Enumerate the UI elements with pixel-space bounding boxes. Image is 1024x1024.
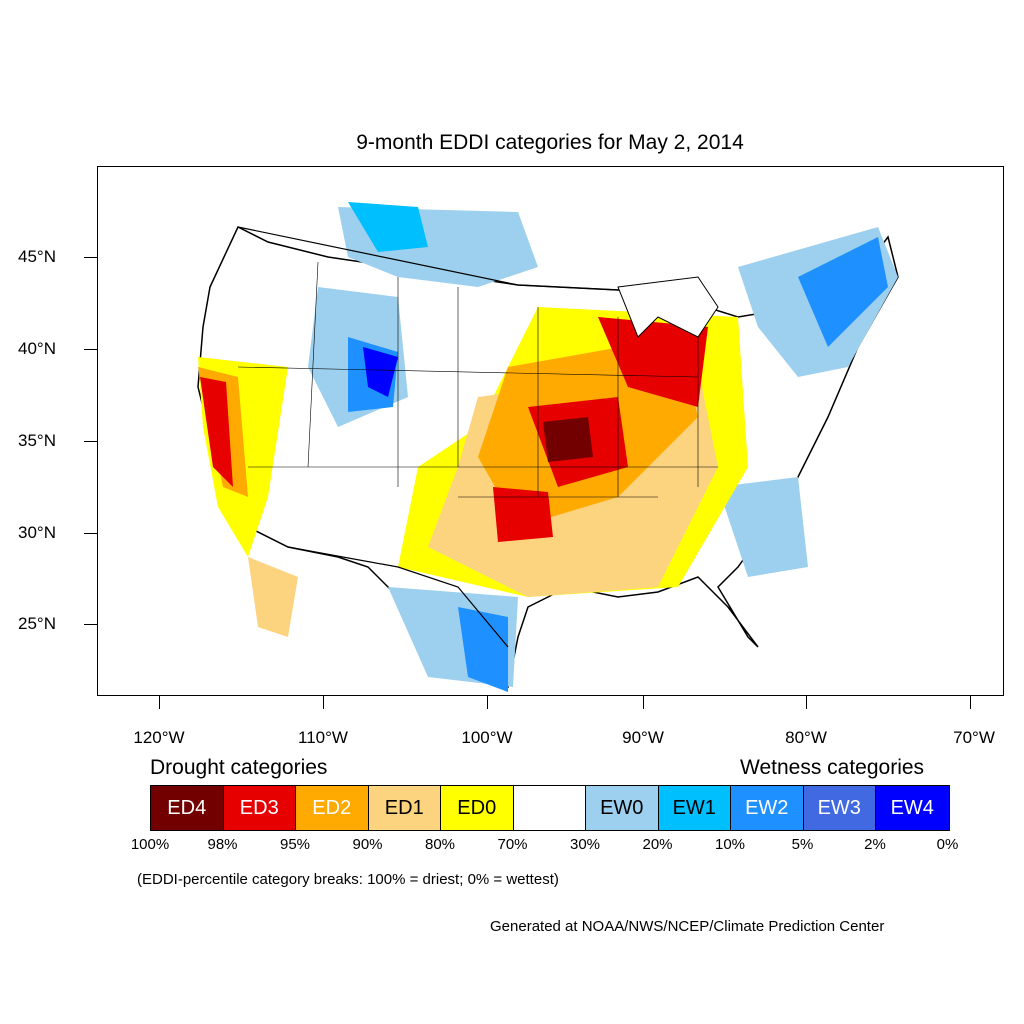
legend-cell-ed1: ED1	[368, 786, 441, 830]
break-label: 100%	[130, 836, 170, 853]
lon-label: 100°W	[461, 728, 513, 747]
legend-cell-ew0: EW0	[586, 786, 659, 830]
lat-label: 25°N	[18, 614, 56, 633]
credit-line: Generated at NOAA/NWS/NCEP/Climate Predi…	[490, 918, 885, 935]
category-note: (EDDI-percentile category breaks: 100% =…	[137, 871, 559, 888]
legend-cell-ew2: EW2	[731, 786, 804, 830]
mexico-border	[287, 546, 509, 648]
break-label: 98%	[207, 836, 238, 853]
break-label: 5%	[791, 836, 814, 853]
legend-colorbar: ED4 ED3 ED2 ED1 ED0 EW0 EW1 EW2 EW3 EW4	[150, 785, 950, 831]
dry-california-ed3	[200, 377, 233, 487]
wetness-heading: Wetness categories	[740, 756, 925, 779]
map-title: 9-month EDDI categories for May 2, 2014	[356, 131, 744, 154]
wet-texas-core	[458, 607, 508, 692]
legend-cell-ed0: ED0	[441, 786, 514, 830]
lat-label: 40°N	[18, 339, 56, 358]
map-panel	[97, 166, 1004, 696]
lon-label: 70°W	[953, 728, 995, 747]
lat-tick	[84, 624, 97, 625]
lon-tick	[487, 696, 488, 709]
great-lakes	[617, 276, 719, 338]
break-label: 20%	[642, 836, 673, 853]
wet-southeast	[718, 477, 808, 577]
lat-tick	[84, 257, 97, 258]
lon-tick	[806, 696, 807, 709]
break-label: 80%	[424, 836, 456, 853]
legend-cell-ed2: ED2	[296, 786, 369, 830]
dry-oklahoma-ed3	[493, 487, 553, 542]
lon-label: 120°W	[133, 728, 185, 747]
lon-label: 80°W	[785, 728, 827, 747]
legend-cell-neutral	[513, 786, 586, 830]
dry-plains-ed4	[543, 417, 593, 462]
lat-tick	[84, 349, 97, 350]
lon-label: 110°W	[298, 728, 348, 747]
lon-tick	[643, 696, 644, 709]
break-label: 10%	[714, 836, 746, 853]
lon-tick	[323, 696, 324, 709]
break-label: 70%	[497, 836, 528, 853]
lon-label: 90°W	[622, 728, 664, 747]
canada-border	[237, 226, 659, 293]
break-label: 30%	[569, 836, 601, 853]
lat-label: 35°N	[18, 431, 56, 450]
wet-montana-core	[348, 202, 428, 252]
drought-heading: Drought categories	[150, 756, 328, 779]
legend-cell-ew1: EW1	[658, 786, 731, 830]
break-label: 90%	[352, 836, 383, 853]
legend-cell-ed4: ED4	[151, 786, 224, 830]
lat-tick	[84, 441, 97, 442]
legend-cell-ed3: ED3	[223, 786, 296, 830]
break-label: 0%	[936, 836, 959, 853]
lon-tick	[970, 696, 971, 709]
dry-michigan-ed3	[598, 317, 708, 407]
eddi-map	[197, 202, 899, 692]
lat-tick	[84, 533, 97, 534]
lat-label: 30°N	[18, 523, 56, 542]
state-lines	[237, 261, 718, 498]
wet-wyoming-core	[363, 347, 398, 397]
break-label: 2%	[864, 836, 886, 853]
legend-cell-ew4: EW4	[876, 786, 949, 830]
lon-tick	[159, 696, 160, 709]
legend-cell-ew3: EW3	[803, 786, 876, 830]
lat-label: 45°N	[18, 247, 56, 266]
wet-northeast-core	[798, 237, 888, 347]
break-label: 95%	[279, 836, 311, 853]
dry-baja-ed1	[248, 557, 298, 637]
